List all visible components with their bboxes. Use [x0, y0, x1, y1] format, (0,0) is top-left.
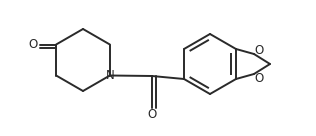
- Text: O: O: [254, 44, 264, 56]
- Text: O: O: [28, 38, 38, 51]
- Text: O: O: [254, 72, 264, 84]
- Text: N: N: [106, 69, 114, 82]
- Text: O: O: [147, 109, 157, 121]
